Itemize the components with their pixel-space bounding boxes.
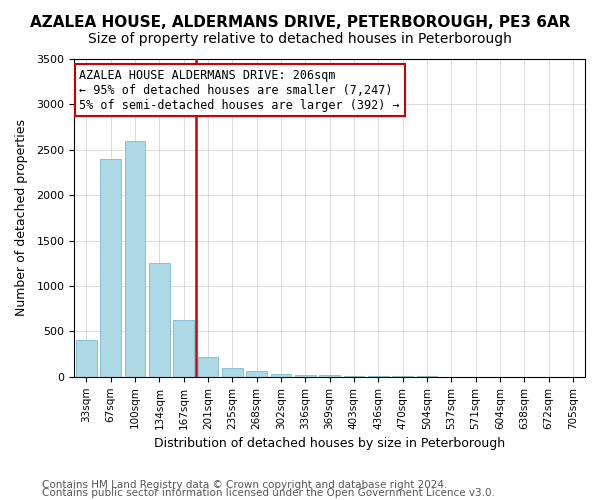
Bar [368, 376, 389, 377]
Text: Contains HM Land Registry data © Crown copyright and database right 2024.: Contains HM Land Registry data © Crown c… [42, 480, 448, 490]
Bar [246, 372, 267, 377]
Bar [125, 140, 145, 377]
Bar [222, 368, 242, 377]
Y-axis label: Number of detached properties: Number of detached properties [15, 120, 28, 316]
Bar [319, 376, 340, 377]
Text: Size of property relative to detached houses in Peterborough: Size of property relative to detached ho… [88, 32, 512, 46]
Bar [173, 320, 194, 377]
Bar [271, 374, 291, 377]
Bar [344, 376, 364, 377]
Bar [197, 357, 218, 377]
Text: AZALEA HOUSE, ALDERMANS DRIVE, PETERBOROUGH, PE3 6AR: AZALEA HOUSE, ALDERMANS DRIVE, PETERBORO… [30, 15, 570, 30]
X-axis label: Distribution of detached houses by size in Peterborough: Distribution of detached houses by size … [154, 437, 505, 450]
Bar [149, 264, 170, 377]
Bar [295, 375, 316, 377]
Text: AZALEA HOUSE ALDERMANS DRIVE: 206sqm
← 95% of detached houses are smaller (7,247: AZALEA HOUSE ALDERMANS DRIVE: 206sqm ← 9… [79, 68, 400, 112]
Text: Contains public sector information licensed under the Open Government Licence v3: Contains public sector information licen… [42, 488, 495, 498]
Bar [100, 159, 121, 377]
Bar [76, 340, 97, 377]
